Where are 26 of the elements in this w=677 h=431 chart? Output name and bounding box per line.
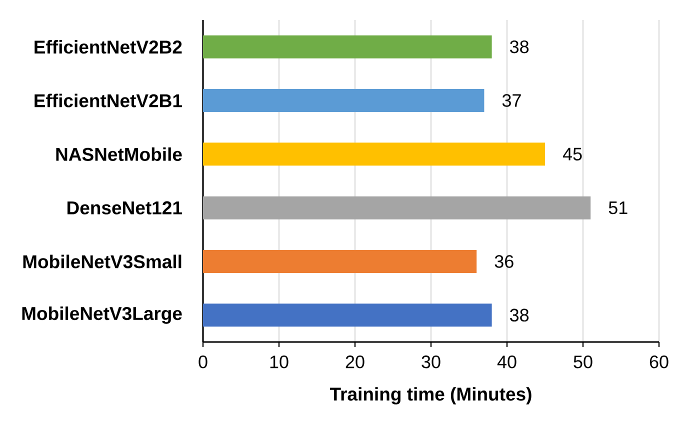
data-label: 38 — [510, 40, 529, 54]
y-tick-label: NASNetMobile — [56, 147, 182, 161]
x-tick-label: 60 — [650, 356, 668, 368]
x-tick-label: 50 — [574, 356, 592, 368]
data-label: 36 — [494, 255, 514, 268]
y-tick-label: EfficientNetV2B1 — [34, 94, 182, 108]
bar — [203, 196, 591, 220]
bar — [203, 35, 492, 58]
y-tick-label: EfficientNetV2B2 — [34, 40, 182, 54]
bar — [203, 89, 484, 112]
y-tick-label: MobileNetV3Large — [22, 306, 182, 324]
bar — [203, 142, 546, 166]
y-tick-label: DenseNet121 — [68, 201, 182, 214]
bar — [203, 304, 492, 327]
data-label: 51 — [608, 202, 628, 214]
x-tick-label: 20 — [346, 356, 364, 368]
y-tick-label: MobileNetV3Small — [23, 254, 182, 268]
x-tick-label: 10 — [270, 356, 288, 368]
bar — [203, 250, 477, 274]
x-tick-label: 0 — [198, 356, 208, 368]
data-label: 38 — [510, 308, 529, 322]
x-tick-label: 40 — [497, 356, 516, 368]
data-label: 45 — [562, 148, 582, 160]
x-axis-title: Training time (Minutes) — [330, 387, 532, 404]
x-tick-label: 30 — [422, 356, 440, 368]
data-label: 37 — [502, 94, 521, 107]
